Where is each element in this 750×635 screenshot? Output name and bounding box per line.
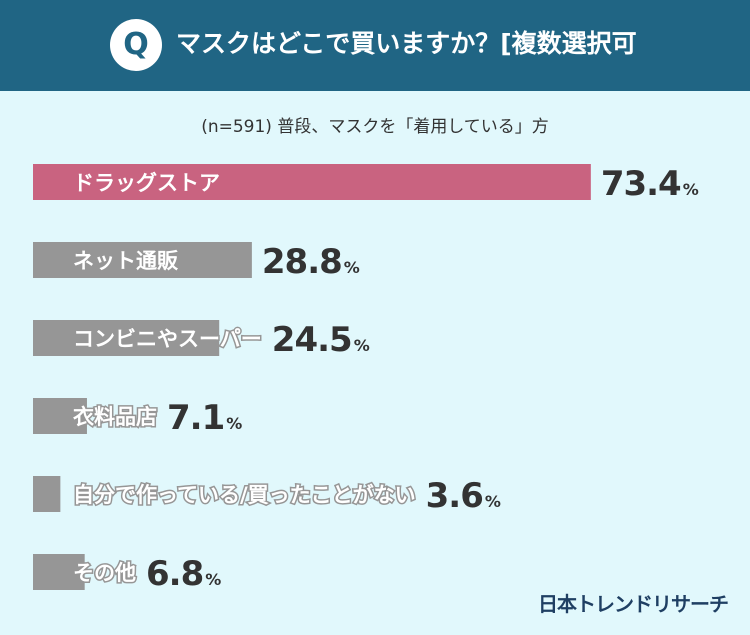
value-unit-4: %	[485, 492, 501, 511]
value-unit-5: %	[205, 570, 221, 589]
value-unit-3: %	[226, 414, 242, 433]
category-label-2: コンビニやスーパー	[73, 327, 262, 351]
bar-4	[33, 476, 61, 512]
category-label-3: 衣料品店	[73, 405, 157, 429]
category-label-4: 自分で作っている/買ったことがない	[73, 483, 416, 507]
value-unit-1: %	[344, 258, 360, 277]
value-label-5: 6.8	[146, 554, 203, 594]
value-unit-0: %	[683, 180, 699, 199]
bar-5	[33, 554, 85, 590]
value-label-4: 3.6	[426, 476, 483, 516]
value-label-3: 7.1	[167, 398, 224, 438]
brand-logo: 日本トレンドリサーチ	[538, 592, 729, 616]
value-unit-2: %	[354, 336, 370, 355]
category-label-0: ドラッグストア	[73, 171, 220, 195]
bar-3	[33, 398, 87, 434]
question-title: マスクはどこで買いますか？[複数選択可	[176, 29, 637, 58]
bar-0	[33, 164, 591, 200]
value-label-2: 24.5	[272, 320, 352, 360]
question-badge: Q	[110, 19, 162, 71]
chart-subtitle: (n=591) 普段、マスクを「着用している」方	[201, 117, 549, 137]
value-label-0: 73.4	[601, 164, 681, 204]
question-header: Q マスクはどこで買いますか？[複数選択可	[0, 0, 750, 91]
category-label-1: ネット通販	[73, 249, 179, 273]
bar-1	[33, 242, 252, 278]
category-label-5: その他	[73, 561, 136, 585]
value-label-1: 28.8	[262, 242, 342, 282]
bar-2	[33, 320, 220, 356]
